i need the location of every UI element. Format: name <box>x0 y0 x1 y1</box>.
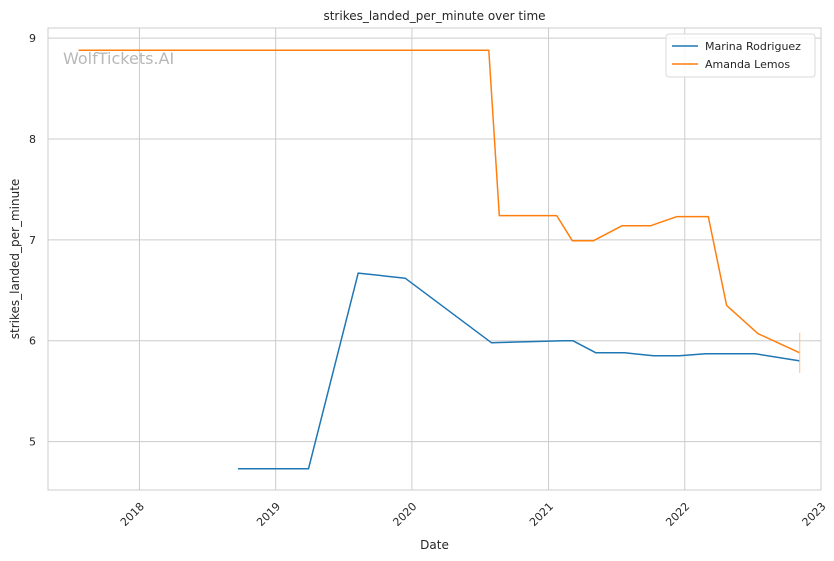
legend-entry: Marina Rodriguez <box>705 40 801 53</box>
y-tick-label: 9 <box>29 32 36 45</box>
x-tick-label: 2019 <box>254 500 283 529</box>
y-tick-label: 6 <box>29 335 36 348</box>
plot-area-frame <box>47 27 822 491</box>
y-tick-label: 8 <box>29 133 36 146</box>
watermark: WolfTickets.AI <box>63 49 174 68</box>
series-line-1 <box>78 49 801 354</box>
series-lines <box>78 49 801 470</box>
y-axis-label: strikes_landed_per_minute <box>8 179 22 340</box>
x-axis-label: Date <box>420 538 449 552</box>
x-tick-label: 2020 <box>390 500 419 529</box>
legend: Marina Rodriguez Amanda Lemos <box>665 33 816 78</box>
series-line-0 <box>238 272 800 470</box>
legend-entry: Amanda Lemos <box>705 58 790 71</box>
grid <box>48 28 822 490</box>
chart-title: strikes_landed_per_minute over time <box>323 9 545 23</box>
x-tick-label: 2021 <box>527 500 556 529</box>
y-tick-label: 7 <box>29 234 36 247</box>
legend-box <box>665 33 816 78</box>
x-tick-label: 2023 <box>800 500 829 529</box>
x-tick-label: 2018 <box>118 500 147 529</box>
y-axis-ticks: 5 6 7 8 9 <box>29 32 36 448</box>
y-tick-label: 5 <box>29 436 36 449</box>
x-axis-ticks: 2018 2019 2020 2021 2022 2023 <box>118 500 829 529</box>
x-tick-label: 2022 <box>663 500 692 529</box>
